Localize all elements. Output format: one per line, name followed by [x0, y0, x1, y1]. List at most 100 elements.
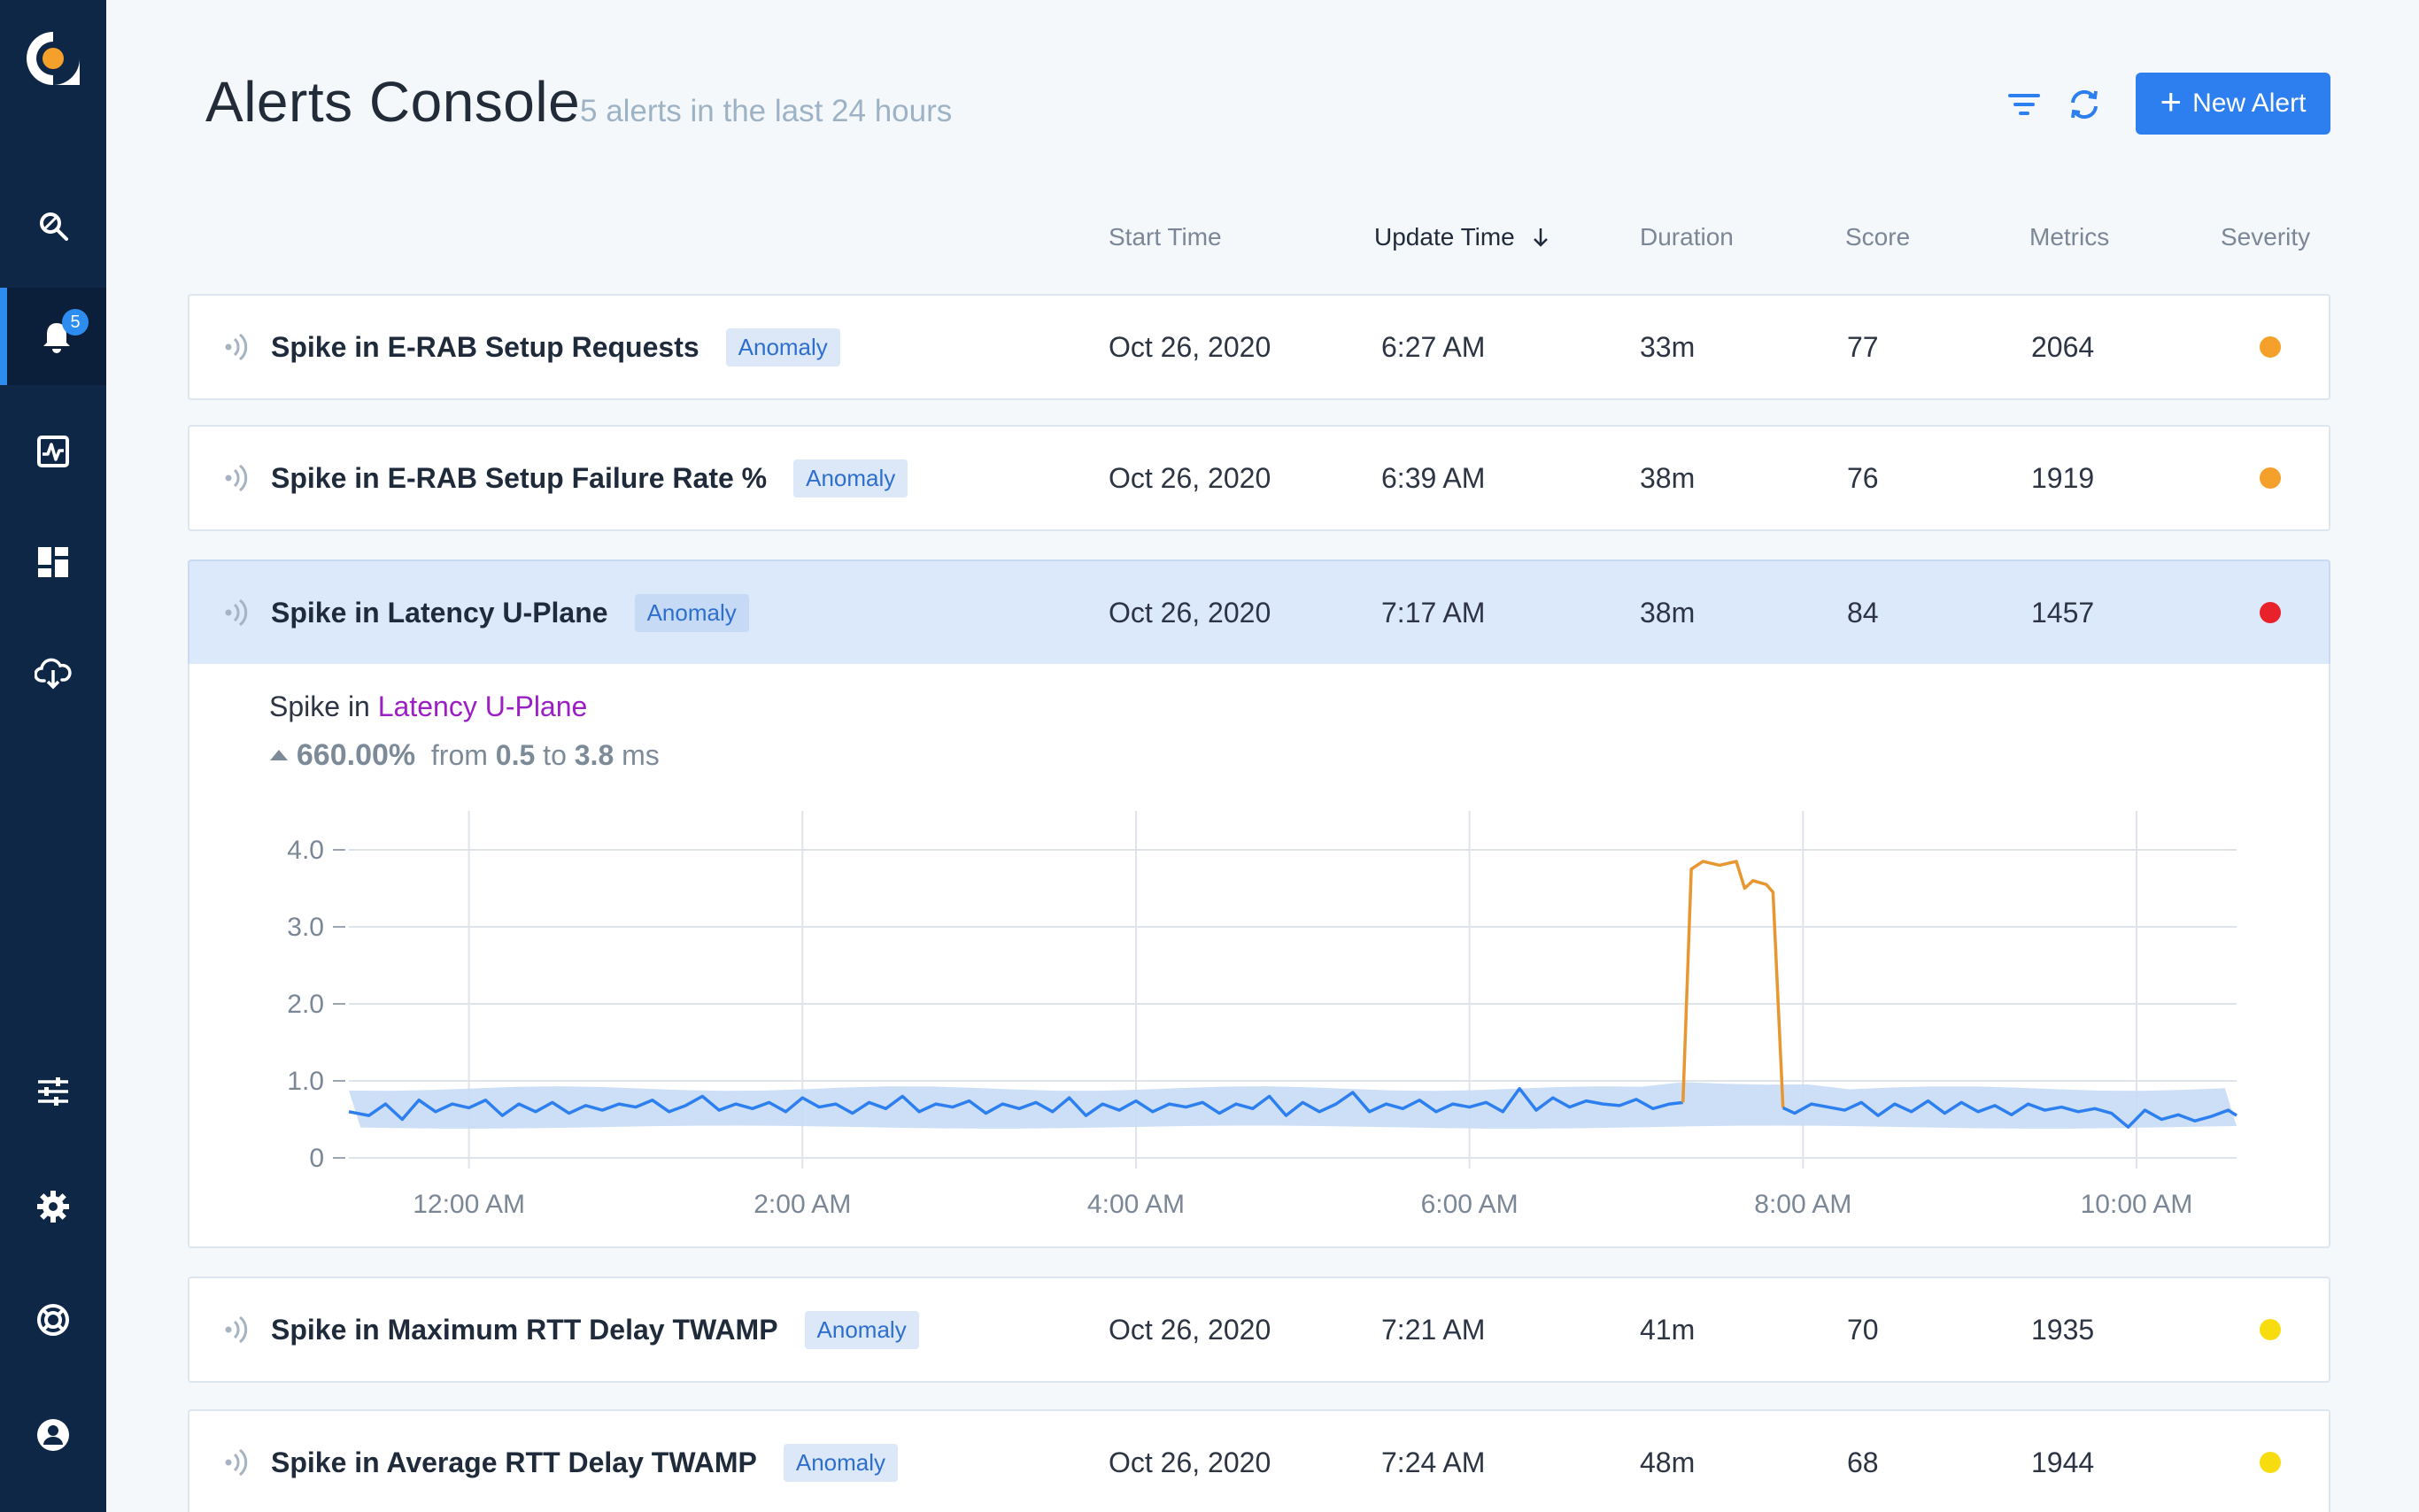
- page-title: Alerts Console: [205, 70, 581, 134]
- alert-title[interactable]: Spike in Average RTT Delay TWAMP Anomaly: [271, 1411, 899, 1512]
- sidebar: 5: [0, 0, 106, 1512]
- sliders-icon: [38, 1077, 68, 1106]
- alert-row[interactable]: Spike in E-RAB Setup Requests Anomaly Oc…: [188, 294, 2330, 400]
- alert-row[interactable]: Spike in Latency U-Plane Anomaly Oct 26,…: [188, 559, 2330, 666]
- y-tick-label: 2.0: [287, 990, 324, 1019]
- column-duration[interactable]: Duration: [1640, 223, 1734, 251]
- sidebar-item-dashboards[interactable]: [0, 513, 106, 611]
- series-line-normal_before: [348, 1086, 1683, 1122]
- alert-score: 77: [1847, 330, 1879, 363]
- alert-score: 70: [1847, 1313, 1879, 1346]
- detail-to-value: 3.8: [574, 739, 614, 771]
- alert-duration: 38m: [1640, 596, 1696, 629]
- x-tick-label: 8:00 AM: [1754, 1190, 1851, 1219]
- alert-metrics-count: 2064: [2031, 330, 2095, 363]
- sidebar-item-help[interactable]: [0, 1271, 106, 1369]
- column-start-time[interactable]: Start Time: [1109, 223, 1222, 251]
- sort-desc-icon: [1533, 228, 1548, 247]
- alert-score: 84: [1847, 596, 1879, 629]
- dashboard-icon: [38, 547, 68, 577]
- alert-row[interactable]: Spike in Average RTT Delay TWAMP Anomaly…: [188, 1409, 2330, 1512]
- series-line-anomaly: [1681, 860, 1785, 1108]
- sidebar-item-data-sources[interactable]: [0, 624, 106, 721]
- filter-icon[interactable]: [2005, 85, 2044, 124]
- alert-metrics-count: 1944: [2031, 1446, 2095, 1478]
- alert-title[interactable]: Spike in E-RAB Setup Failure Rate % Anom…: [271, 427, 908, 529]
- alert-row[interactable]: Spike in Maximum RTT Delay TWAMP Anomaly…: [188, 1277, 2330, 1383]
- alert-title-text: Spike in Average RTT Delay TWAMP: [271, 1446, 757, 1478]
- alert-start-time: Oct 26, 2020: [1109, 596, 1271, 629]
- anomaly-tag: Anomaly: [783, 1443, 899, 1482]
- alert-update-time: 6:39 AM: [1381, 461, 1486, 494]
- severity-dot: [2260, 602, 2281, 623]
- sidebar-item-tuning[interactable]: [0, 1043, 106, 1140]
- new-alert-button[interactable]: + New Alert: [2136, 73, 2330, 135]
- gear-icon: [37, 1191, 69, 1223]
- alert-metrics-count: 1919: [2031, 461, 2095, 494]
- alert-row[interactable]: Spike in E-RAB Setup Failure Rate % Anom…: [188, 425, 2330, 531]
- severity-dot: [2260, 467, 2281, 489]
- cloud-download-icon: [35, 658, 72, 690]
- detail-from-value: 0.5: [495, 739, 536, 771]
- anomaly-tag: Anomaly: [793, 459, 908, 498]
- column-update-time[interactable]: Update Time: [1374, 223, 1552, 251]
- signal-icon: [225, 464, 248, 492]
- alert-title[interactable]: Spike in E-RAB Setup Requests Anomaly: [271, 296, 840, 398]
- detail-from-word: from: [430, 739, 488, 771]
- alert-duration: 48m: [1640, 1446, 1696, 1478]
- sidebar-item-search[interactable]: [0, 177, 106, 274]
- sidebar-item-profile[interactable]: [0, 1386, 106, 1484]
- lifebuoy-icon: [37, 1304, 69, 1336]
- detail-metric-link[interactable]: Latency U-Plane: [377, 690, 588, 722]
- alert-start-time: Oct 26, 2020: [1109, 330, 1271, 363]
- column-metrics[interactable]: Metrics: [2029, 223, 2110, 251]
- alerts-count-badge: 5: [62, 309, 89, 336]
- alert-score: 76: [1847, 461, 1879, 494]
- sidebar-item-metrics[interactable]: [0, 403, 106, 500]
- signal-icon: [225, 333, 248, 361]
- alert-score: 68: [1847, 1446, 1879, 1478]
- alert-duration: 33m: [1640, 330, 1696, 363]
- alert-start-time: Oct 26, 2020: [1109, 1446, 1271, 1478]
- new-alert-label: New Alert: [2192, 89, 2307, 118]
- refresh-icon[interactable]: [2065, 85, 2104, 124]
- alert-start-time: Oct 26, 2020: [1109, 1313, 1271, 1346]
- detail-percent: 660.00%: [296, 738, 416, 772]
- anomaly-tag: Anomaly: [804, 1310, 919, 1349]
- alert-title-text: Spike in E-RAB Setup Requests: [271, 330, 699, 363]
- detail-to-word: to: [543, 739, 567, 771]
- sidebar-item-alerts[interactable]: 5: [0, 288, 106, 385]
- alert-metrics-count: 1457: [2031, 596, 2095, 629]
- alert-update-time: 6:27 AM: [1381, 330, 1486, 363]
- alert-update-time: 7:17 AM: [1381, 596, 1486, 629]
- search-icon: [40, 212, 68, 241]
- sidebar-item-settings[interactable]: [0, 1158, 106, 1255]
- x-tick-label: 4:00 AM: [1087, 1190, 1185, 1219]
- detail-title-prefix: Spike in: [269, 690, 370, 722]
- signal-icon: [225, 1315, 248, 1344]
- alert-title[interactable]: Spike in Maximum RTT Delay TWAMP Anomaly: [271, 1278, 919, 1381]
- alert-title-text: Spike in E-RAB Setup Failure Rate %: [271, 461, 768, 494]
- y-tick-label: 1.0: [287, 1067, 324, 1096]
- anodot-logo-icon[interactable]: [23, 28, 83, 89]
- x-tick-label: 10:00 AM: [2081, 1190, 2193, 1219]
- triangle-up-icon: [270, 750, 288, 760]
- activity-icon: [37, 436, 69, 467]
- x-tick-label: 2:00 AM: [754, 1190, 851, 1219]
- x-tick-label: 12:00 AM: [413, 1190, 525, 1219]
- anomaly-tag: Anomaly: [725, 328, 840, 366]
- detail-unit: ms: [622, 739, 660, 771]
- signal-icon: [225, 598, 248, 627]
- anomaly-tag: Anomaly: [634, 593, 749, 632]
- series-line-normal_after: [1781, 1099, 2237, 1129]
- baseline-band: [349, 1082, 2237, 1129]
- latency-chart: 0 1.0 2.0 3.0 4.0 12:00 AM 2:00 AM 4:00 AM 6:00 …: [287, 811, 2237, 1219]
- detail-delta: 660.00% from 0.5 to 3.8 ms: [269, 738, 660, 773]
- alert-update-time: 7:24 AM: [1381, 1446, 1486, 1478]
- alert-title-text: Spike in Latency U-Plane: [271, 596, 608, 629]
- alert-title[interactable]: Spike in Latency U-Plane Anomaly: [271, 561, 749, 664]
- y-tick-label: 3.0: [287, 913, 324, 942]
- column-severity[interactable]: Severity: [2221, 223, 2311, 251]
- column-score[interactable]: Score: [1845, 223, 1911, 251]
- alert-start-time: Oct 26, 2020: [1109, 461, 1271, 494]
